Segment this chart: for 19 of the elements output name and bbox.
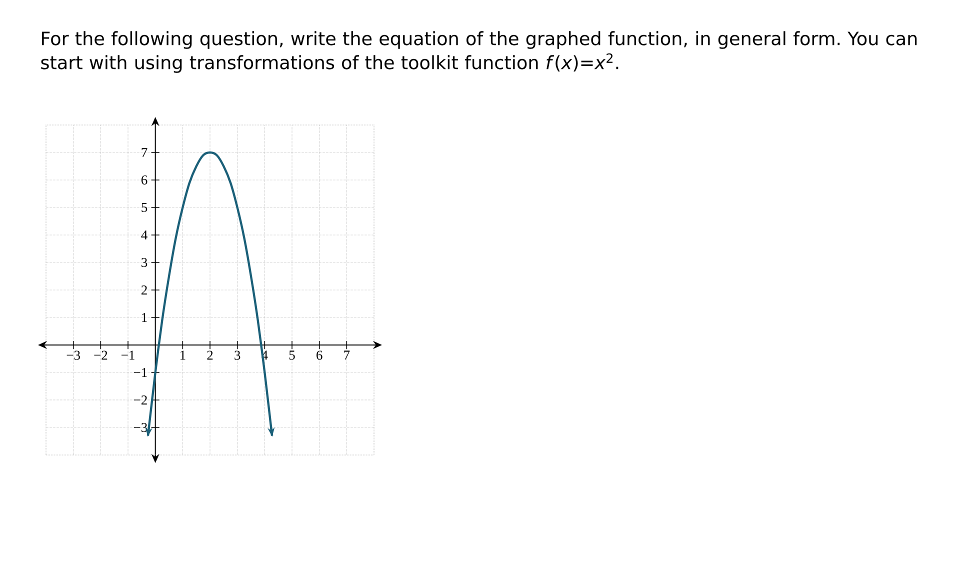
y-tick-label: −2	[134, 396, 147, 404]
x-tick-label: −3	[66, 350, 80, 360]
y-tick-label: −1	[134, 368, 147, 377]
y-tick-label: 2	[141, 286, 147, 294]
y-tick-label: 5	[142, 203, 148, 212]
x-tick-label: 7	[344, 350, 350, 360]
x-tick-label: −2	[94, 350, 108, 360]
y-tick-label: 4	[141, 230, 148, 240]
y-tick-label: 7	[142, 148, 148, 157]
x-tick-label: 3	[234, 350, 240, 360]
y-tick-label: 6	[141, 175, 148, 185]
x-tick-label: −1	[122, 350, 134, 360]
chart-title: For the following question, write the equation of the graphed function, in general form. You can start with using transformations of the toolkit function f(x)=x$^{2}$.	[41, 31, 917, 73]
x-tick-label: 5	[289, 350, 295, 360]
y-tick-label: 1	[142, 313, 147, 322]
x-tick-label: 6	[316, 350, 322, 360]
y-tick-label: 3	[142, 258, 148, 268]
x-tick-label: 2	[207, 350, 213, 360]
x-tick-label: 1	[180, 350, 186, 360]
